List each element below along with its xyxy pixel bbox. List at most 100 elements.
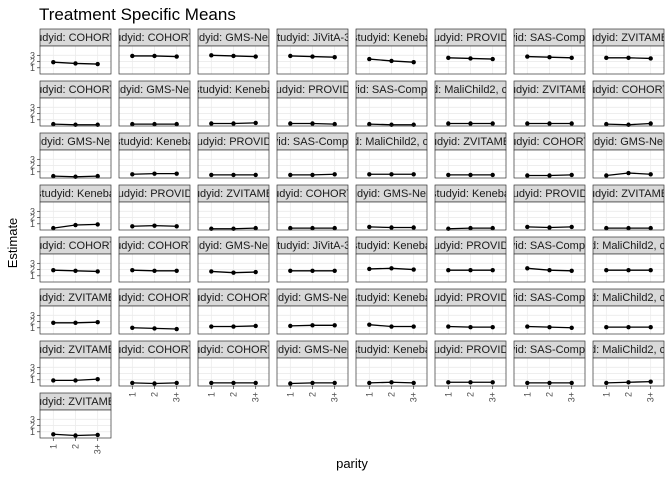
estimate-point <box>411 172 416 177</box>
estimate-point <box>525 380 530 386</box>
estimate-point <box>446 121 451 126</box>
facet-panel: studyid: COHORTS 123 <box>30 80 112 127</box>
facet-strip-label: studyid: SAS-CompFeed <box>252 136 373 148</box>
estimate-point <box>152 53 157 59</box>
estimate-point <box>547 121 552 126</box>
facet-strip-label: studyid: PROVIDE <box>425 240 515 252</box>
facet-panel: studyid: MaliChild2, country 1 2 3+ <box>561 340 672 402</box>
x-tick-label: 3+ <box>251 392 261 402</box>
facet-panel: studyid: GMS-Nepal <box>342 184 440 231</box>
estimate-point <box>51 267 56 273</box>
panel-border <box>276 253 349 283</box>
estimate-point <box>490 225 495 231</box>
facet-strip-label: studyid: COHORTS <box>107 344 203 356</box>
estimate-point <box>446 55 451 61</box>
estimate-point <box>626 170 631 176</box>
x-tick-label: 3+ <box>93 444 103 454</box>
estimate-point <box>130 172 135 177</box>
facet-strip-label: studyid: COHORTS <box>107 240 203 252</box>
panel-border <box>434 201 507 231</box>
facet-strip-label: studyid: SAS-CompFeed <box>489 240 610 252</box>
facet-panel: studyid: MaliChild2, country <box>355 132 428 179</box>
facet-strip-label: studyid: COHORTS <box>502 136 598 148</box>
y-tick-label: 2 <box>30 213 35 223</box>
estimate-point <box>389 225 394 230</box>
panel-border <box>118 97 191 127</box>
estimate-point <box>490 380 495 385</box>
estimate-point <box>253 225 258 231</box>
panel-border <box>355 97 428 127</box>
facet-strip-label: studyid: PROVIDE <box>425 32 515 44</box>
y-tick-label: 2 <box>30 421 35 431</box>
x-tick-label: 2 <box>71 444 81 449</box>
estimate-point <box>310 225 315 231</box>
y-tick-label: 1 <box>30 63 35 73</box>
facet-strip-label: studyid: ZVITAMBO <box>501 84 598 96</box>
facet-panel: studyid: COHORTS <box>592 80 665 127</box>
estimate-point <box>389 172 394 177</box>
y-tick-label: 1 <box>30 271 35 281</box>
facet-strip-label: studyid: PROVIDE <box>267 84 357 96</box>
estimate-point <box>547 225 552 230</box>
facet-panel: studyid: COHORTS <box>276 184 349 231</box>
y-tick-label: 1 <box>30 375 35 385</box>
facet-panel: studyid: COHORTS <box>502 132 598 179</box>
x-tick-label: 2 <box>229 392 239 397</box>
facet-panel: studyid: MaliChild2, country <box>592 236 665 283</box>
panel-border <box>592 45 665 75</box>
panel-border <box>197 45 270 75</box>
facet-strip-label: studyid: SAS-CompFeed <box>489 292 610 304</box>
facet-panel: studyid: Keneba <box>197 80 270 127</box>
estimate-point <box>231 324 236 329</box>
facet-panel: studyid: MaliChild2, country <box>561 288 672 335</box>
panel-border <box>39 149 112 179</box>
y-tick-label: 1 <box>30 167 35 177</box>
estimate-point <box>547 380 552 386</box>
estimate-point <box>411 380 416 386</box>
x-tick-label: 2 <box>624 392 634 397</box>
facet-strip-label: studyid: GMS-Nepal <box>342 188 440 200</box>
estimate-point <box>490 324 495 330</box>
panel-border <box>39 357 112 387</box>
estimate-point <box>569 224 574 230</box>
estimate-point <box>569 268 574 273</box>
panel-border <box>276 97 349 127</box>
estimate-point <box>468 56 473 61</box>
estimate-point <box>569 121 574 126</box>
estimate-point <box>648 172 653 177</box>
estimate-point <box>626 380 631 385</box>
estimate-point <box>525 54 530 59</box>
facet-strip-label: studyid: MaliChild2, country <box>561 292 672 304</box>
estimate-point <box>367 266 372 272</box>
estimate-point <box>332 55 337 60</box>
estimate-point <box>332 380 337 386</box>
panel-border <box>118 149 191 179</box>
estimate-point <box>648 267 653 273</box>
y-tick-label: 3 <box>30 414 35 424</box>
facet-strip-label: studyid: ZVITAMBO <box>27 344 124 356</box>
panel-border <box>513 45 586 75</box>
facet-strip-label: studyid: MaliChild2, country <box>561 344 672 356</box>
facet-strip-label: studyid: SAS-CompFeed <box>489 344 610 356</box>
panel-border <box>276 149 349 179</box>
facet-strip-label: studyid: GMS-Nepal <box>184 32 282 44</box>
estimate-point <box>73 378 78 383</box>
facet-strip-label: studyid: ZVITAMBO <box>27 396 124 408</box>
estimate-point <box>525 224 530 230</box>
facet-panel: studyid: ZVITAMBO <box>592 28 665 75</box>
x-tick-label: 2 <box>545 392 555 397</box>
facet-panel: studyid: Keneba <box>355 28 428 75</box>
facet-strip-label: studyid: Keneba <box>352 292 432 304</box>
estimate-point <box>73 320 78 325</box>
estimate-point <box>209 324 214 329</box>
estimate-point <box>446 380 451 385</box>
panel-border <box>355 253 428 283</box>
estimate-point <box>51 173 56 179</box>
estimate-point <box>253 269 258 275</box>
estimate-point <box>95 173 100 179</box>
panel-border <box>39 253 112 283</box>
facet-panel: studyid: MaliChild2, country <box>434 80 507 127</box>
y-tick-label: 3 <box>30 154 35 164</box>
